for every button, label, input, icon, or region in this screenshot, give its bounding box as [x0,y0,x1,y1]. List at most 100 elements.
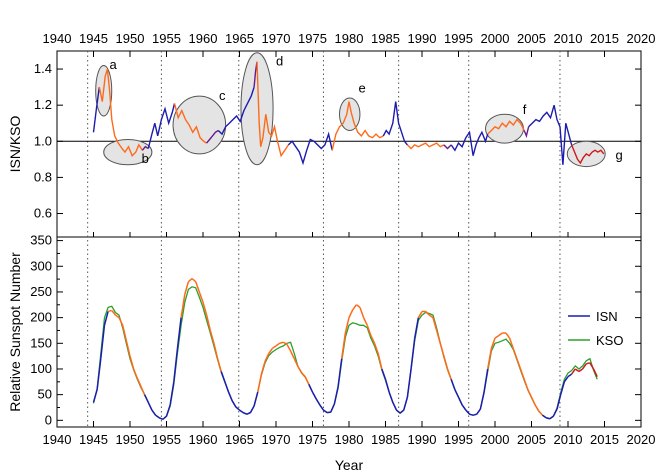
isn-series-segment [519,368,525,380]
x-tick-label-top: 2005 [517,31,546,46]
isn-series-segment [581,363,587,370]
x-tick-label-top: 2020 [627,31,656,46]
y-tick-label-top-panel: 0.8 [34,169,52,184]
isn-series-segment [571,368,576,375]
x-tick-label-top: 1965 [225,31,254,46]
isn-series-segment [304,376,310,385]
y-tick-label-top-panel: 1.2 [34,97,52,112]
isn-series-segment [494,334,500,339]
isn-series-segment [454,389,460,398]
isn-series-segment [162,415,167,420]
isn-series-segment [100,325,106,359]
isn-series-segment [300,372,306,378]
isn-series-segment [173,348,179,382]
isn-series-segment [413,317,420,339]
legend-kso-label: KSO [596,333,623,348]
isn-series-segment [184,281,190,295]
isn-series-segment [311,391,317,400]
isn-series-segment [330,403,336,413]
x-axis-label: Year [335,457,364,473]
x-tick-label-top: 1995 [444,31,473,46]
isn-series-segment [366,325,372,336]
isn-series-segment [563,376,569,383]
isn-series-segment [592,368,598,377]
isn-series-segment [574,368,580,373]
x-tick-label-bottom: 1955 [152,432,181,447]
isn-series-segment [239,409,244,414]
ellipse-label-g: g [615,147,622,162]
isn-series-segment [399,409,405,414]
isn-series-segment [388,391,394,403]
isn-series-segment [268,347,273,355]
isn-series-segment [589,362,595,370]
isn-series-segment [392,402,398,411]
isn-series-segment [542,414,547,419]
x-tick-label-bottom: 2000 [481,432,510,447]
isn-series-segment [443,355,449,370]
isn-series-segment [425,310,430,316]
isn-series-segment [512,348,518,359]
x-tick-label-top: 1975 [298,31,327,46]
ratio-series-segment-15 [487,118,525,135]
isn-series-segment [508,337,514,349]
isn-series-segment [231,400,237,408]
isn-series-segment [530,396,536,406]
isn-series-segment [194,281,201,293]
x-tick-label-top: 2000 [481,31,510,46]
x-tick-label-top: 1985 [371,31,400,46]
isn-series-segment [286,343,292,352]
isn-series-segment [140,386,146,395]
isn-series-segment [246,411,251,415]
isn-series-segment [308,384,314,393]
isn-series-segment [92,389,98,403]
isn-series-segment [486,348,493,370]
isn-series-segment [556,394,562,410]
y-tick-label-bottom-panel: 300 [30,258,52,273]
legend: ISN KSO [568,309,623,348]
isn-series-segment [359,307,365,318]
ratio-series-segment-14 [450,130,489,156]
isn-series-segment [289,350,295,360]
x-tick-label-top: 1960 [189,31,218,46]
isn-series-segment [176,317,182,349]
x-tick-label-bottom: 2020 [627,432,656,447]
ratio-series-segment-1 [98,68,143,157]
isn-series-segment [461,404,467,411]
isn-series-segment [505,332,511,339]
ellipse-label-f: f [523,102,527,117]
isn-series-segment [224,381,230,393]
highlight-ellipse-c [172,95,227,155]
isn-series-segment [435,330,441,344]
y-axis-label-top: ISN/KSO [7,115,23,172]
x-tick-label-bottom: 1970 [262,432,291,447]
x-tick-label-top: 1970 [262,31,291,46]
x-tick-label-bottom: 1940 [43,432,72,447]
y-tick-label-bottom-panel: 0 [45,412,52,427]
x-tick-label-bottom: 1975 [298,432,327,447]
axes: 1940 1940 1945 1945 1950 1950 1955 1955 1960 1960… [7,31,655,473]
isn-series-segment [180,294,186,318]
isn-series-segment [187,278,193,283]
y-tick-label-bottom-panel: 350 [30,233,52,248]
isn-series-segment [107,309,112,313]
x-tick-label-top: 1945 [79,31,108,46]
isn-series-segment [155,414,160,419]
isn-series-segment [279,341,284,345]
isn-series-segment [125,340,131,357]
isn-series-segment [169,381,175,406]
ratio-series-segment-8 [256,61,289,158]
ratio-series-segment-2 [141,145,149,151]
ratio-series-segment-18 [570,144,605,165]
isn-series-segment [534,404,540,412]
ratio-series-segment-4 [173,103,207,144]
ratio-series-segment-9 [287,131,333,166]
x-tick-label-top: 2015 [590,31,619,46]
isn-series-segment [323,409,328,414]
isn-series-segment [333,386,339,405]
x-tick-label-bottom: 1945 [79,432,108,447]
isn-series-segment [96,358,102,390]
isn-series-segment [432,317,438,331]
isn-series-segment [111,309,116,316]
isn-series-segment [457,396,463,406]
